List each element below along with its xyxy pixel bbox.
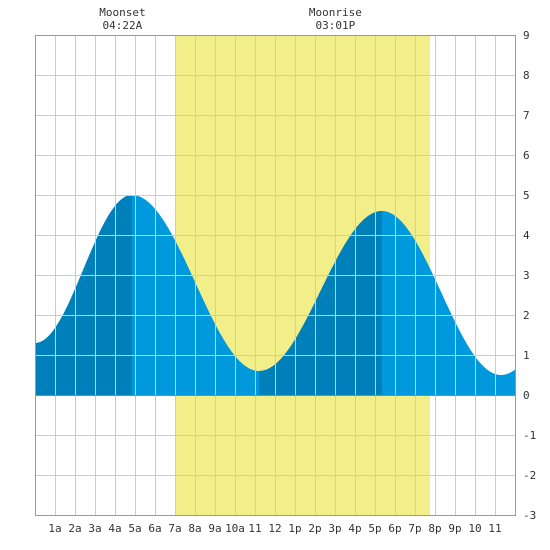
- y-axis-labels: -3 -2 -1 0 1 2 3 4 5 6 7 8 9: [523, 29, 536, 522]
- tide-area-dark-1: [35, 195, 132, 395]
- y-tick-label: 6: [523, 149, 530, 162]
- x-axis-labels: 1a 2a 3a 4a 5a 6a 7a 8a 9a 10a 11 12 1p 2p 3p 4p 5p 6p 7p 8…: [48, 522, 501, 535]
- y-tick-label: 4: [523, 229, 530, 242]
- y-tick-label: 0: [523, 389, 530, 402]
- x-tick-label: 7a: [168, 522, 181, 535]
- plot-frame: [35, 35, 516, 516]
- moon-event-time: 04:22A: [103, 19, 143, 32]
- x-tick-label: 11: [248, 522, 261, 535]
- moon-event-time: 03:01P: [316, 19, 356, 32]
- grid-lines: [35, 35, 515, 515]
- x-tick-label: 5p: [368, 522, 381, 535]
- x-tick-label: 4a: [108, 522, 121, 535]
- x-tick-label: 12: [268, 522, 281, 535]
- tide-area-dark-2: [259, 211, 382, 395]
- x-tick-label: 10: [468, 522, 481, 535]
- moon-event-label: Moonrise: [309, 6, 362, 19]
- y-tick-label: 5: [523, 189, 530, 202]
- y-tick-label: -2: [523, 469, 536, 482]
- x-tick-label: 10a: [225, 522, 245, 535]
- x-tick-label: 6a: [148, 522, 161, 535]
- x-tick-label: 5a: [128, 522, 141, 535]
- x-tick-label: 2a: [68, 522, 81, 535]
- y-tick-label: 2: [523, 309, 530, 322]
- y-tick-label: 8: [523, 69, 530, 82]
- y-tick-label: 3: [523, 269, 530, 282]
- x-tick-label: 3a: [88, 522, 101, 535]
- y-tick-label: -3: [523, 509, 536, 522]
- x-tick-label: 8p: [428, 522, 441, 535]
- moon-event-label: Moonset: [99, 6, 145, 19]
- x-tick-label: 6p: [388, 522, 401, 535]
- x-tick-label: 1a: [48, 522, 61, 535]
- x-tick-label: 9p: [448, 522, 461, 535]
- x-tick-label: 11: [488, 522, 501, 535]
- x-tick-label: 4p: [348, 522, 361, 535]
- y-tick-label: 9: [523, 29, 530, 42]
- x-tick-label: 7p: [408, 522, 421, 535]
- y-tick-label: 1: [523, 349, 530, 362]
- x-tick-label: 2p: [308, 522, 321, 535]
- x-tick-label: 9a: [208, 522, 221, 535]
- x-tick-label: 8a: [188, 522, 201, 535]
- y-tick-label: -1: [523, 429, 536, 442]
- x-tick-label: 3p: [328, 522, 341, 535]
- y-tick-label: 7: [523, 109, 530, 122]
- x-tick-label: 1p: [288, 522, 301, 535]
